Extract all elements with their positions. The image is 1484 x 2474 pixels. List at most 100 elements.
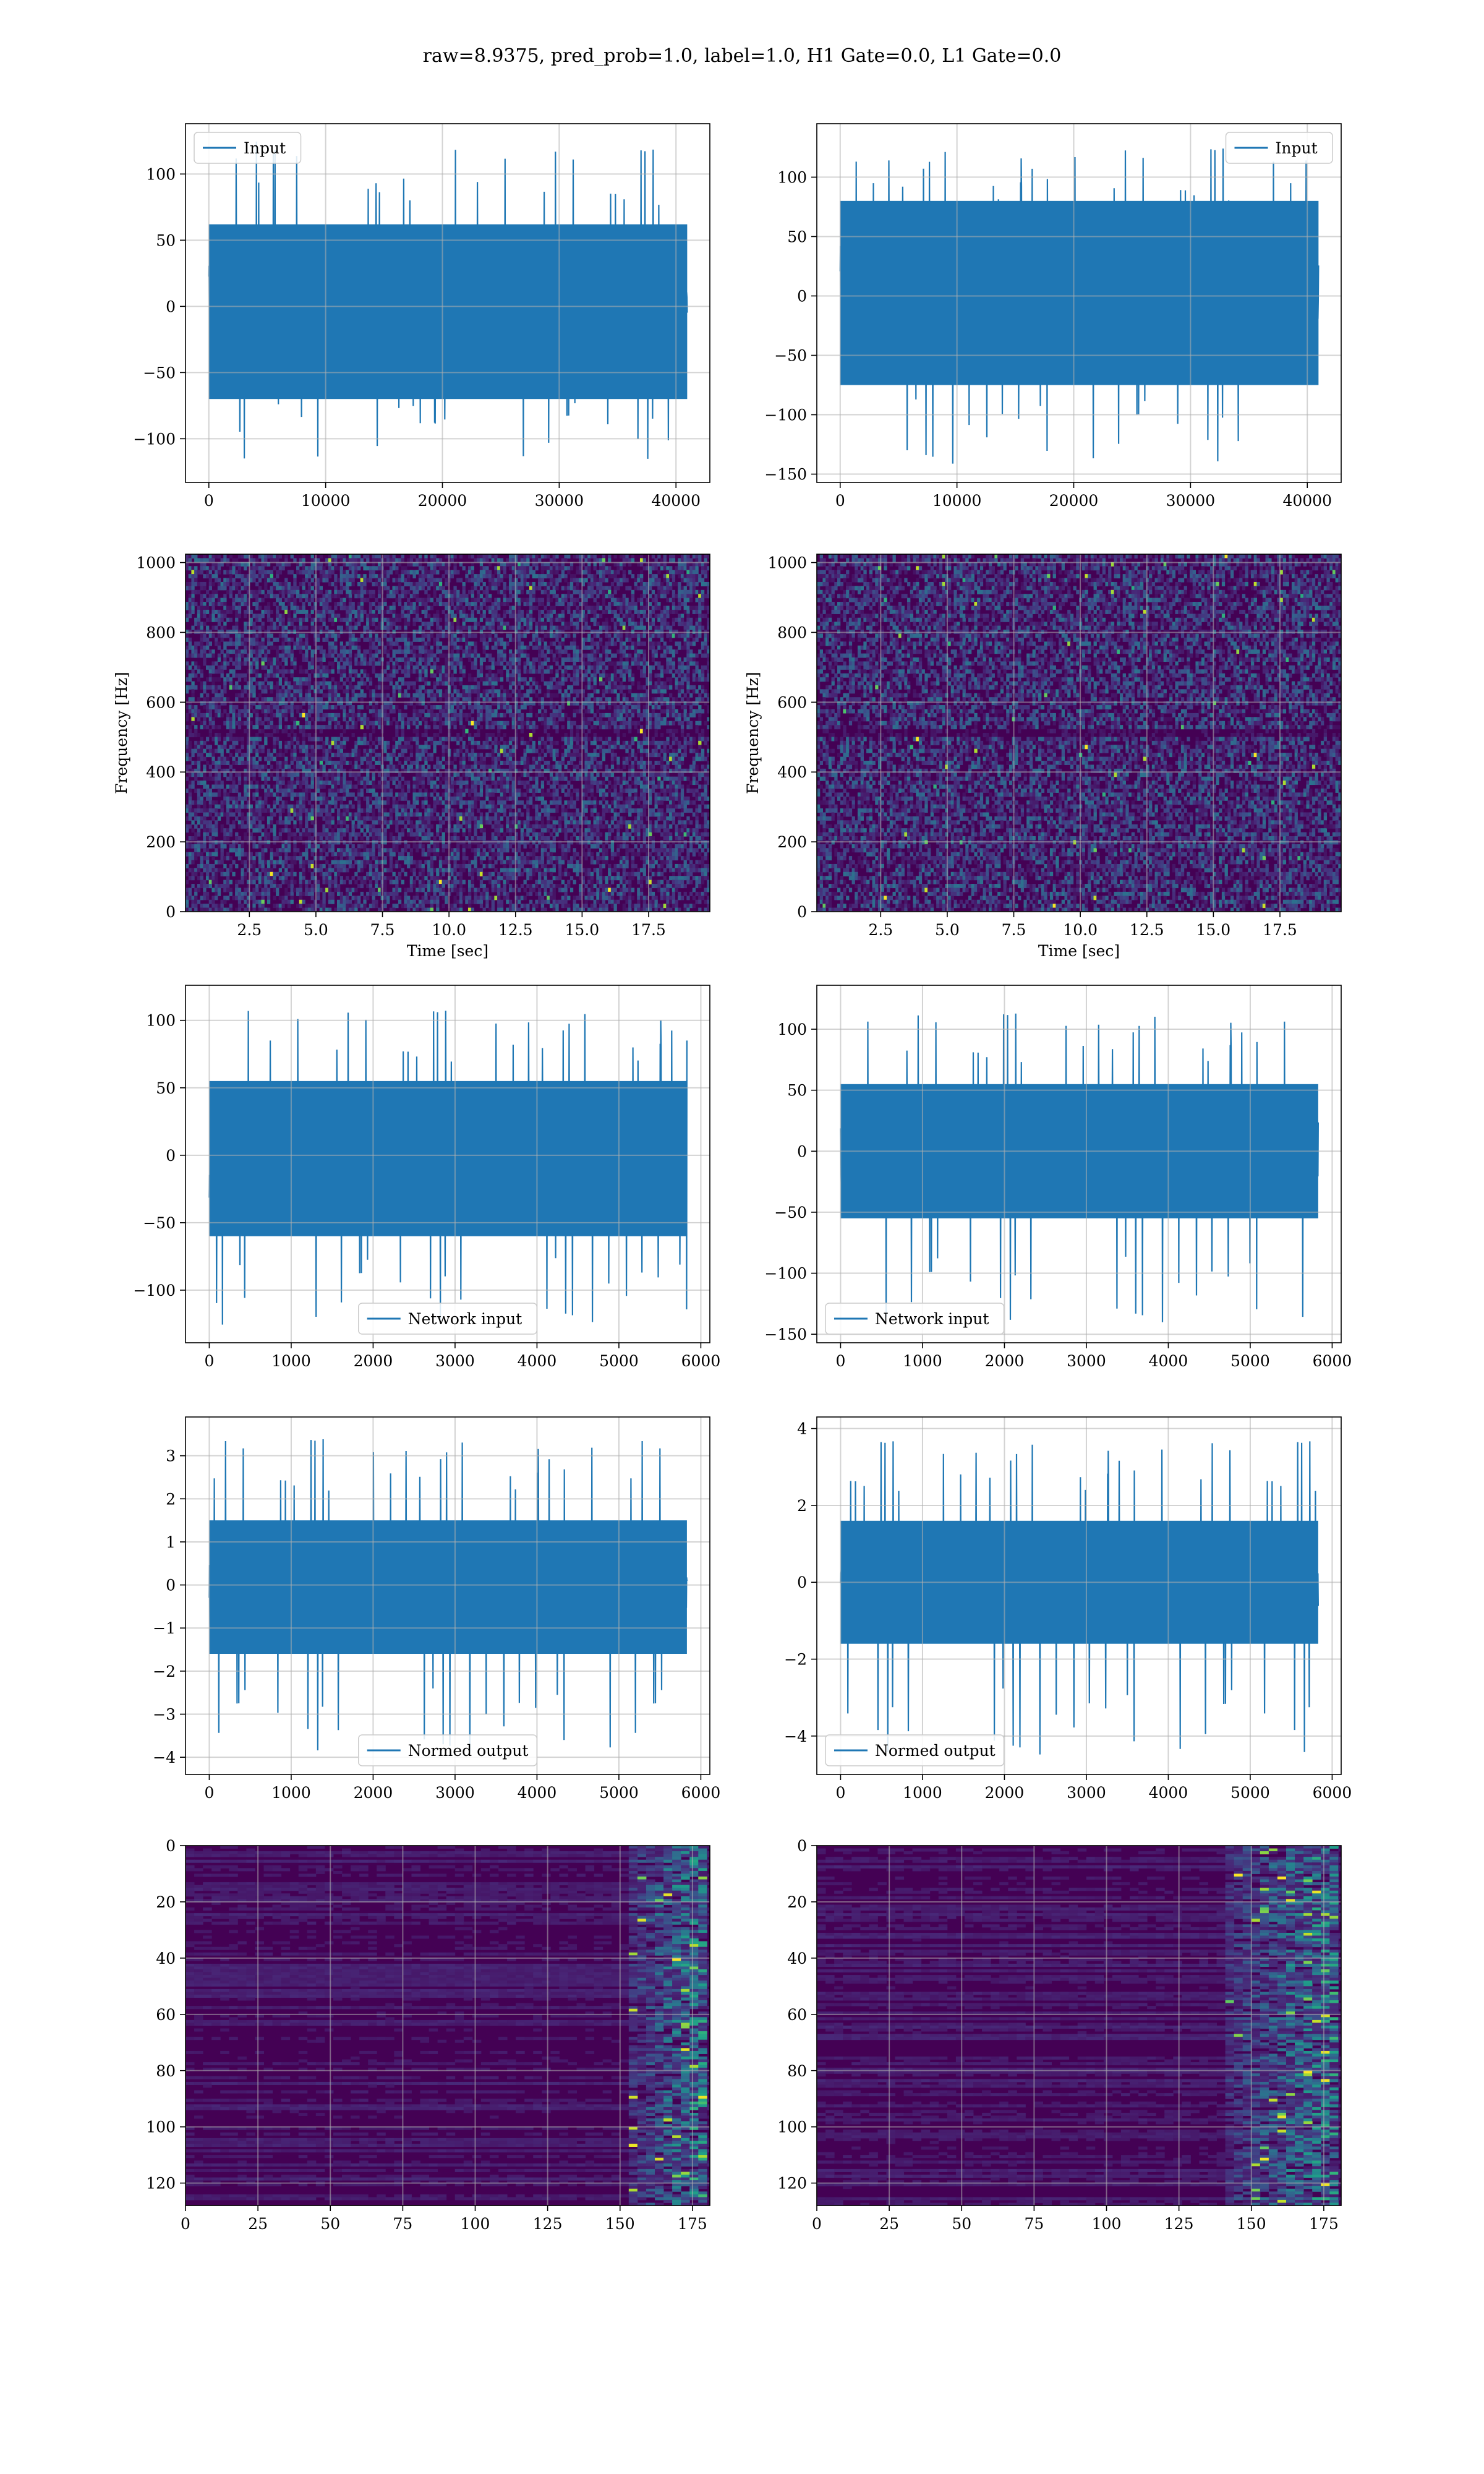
- heatmap-cell: [205, 796, 210, 801]
- heatmap-cell: [249, 570, 253, 575]
- heatmap-cell: [258, 574, 262, 579]
- heatmap-cell: [264, 709, 268, 714]
- heatmap-cell: [217, 792, 221, 797]
- heatmap-cell: [287, 622, 291, 627]
- heatmap-cell: [392, 781, 396, 785]
- heatmap-cell: [276, 792, 279, 797]
- heatmap-cell: [278, 753, 283, 758]
- heatmap-cell: [191, 856, 195, 861]
- heatmap-cell: [197, 848, 201, 853]
- heatmap-cell: [372, 705, 375, 710]
- heatmap-cell: [191, 653, 195, 658]
- heatmap-cell: [354, 907, 358, 912]
- heatmap-cell: [319, 800, 323, 805]
- heatmap-cell: [427, 888, 431, 892]
- heatmap-cell: [412, 681, 416, 686]
- heatmap-cell: [191, 717, 195, 722]
- heatmap-cell: [307, 614, 312, 618]
- heatmap-cell: [325, 589, 329, 594]
- heatmap-cell: [343, 709, 346, 714]
- heatmap-cell: [322, 764, 326, 769]
- heatmap-cell: [276, 685, 279, 690]
- heatmap-cell: [336, 773, 341, 777]
- heatmap-cell: [284, 804, 288, 809]
- series-core-band: [208, 224, 688, 400]
- heatmap-cell: [404, 844, 407, 849]
- heatmap-cell: [369, 594, 373, 599]
- heatmap-cell: [237, 899, 242, 904]
- heatmap-cell: [307, 685, 312, 690]
- heatmap-cell: [211, 685, 215, 690]
- heatmap-cell: [389, 705, 393, 710]
- heatmap-cell: [205, 876, 210, 881]
- heatmap-cell: [336, 594, 341, 599]
- heatmap-cell: [310, 665, 314, 670]
- heatmap-cell: [246, 800, 250, 805]
- heatmap-cell: [319, 863, 323, 868]
- heatmap-cell: [366, 625, 370, 630]
- heatmap-cell: [351, 804, 355, 809]
- heatmap-cell: [302, 566, 305, 571]
- heatmap-cell: [427, 808, 431, 813]
- heatmap-cell: [186, 645, 189, 650]
- heatmap-cell: [430, 566, 434, 571]
- heatmap-cell: [194, 888, 198, 892]
- heatmap-cell: [287, 832, 291, 837]
- heatmap-cell: [351, 748, 355, 753]
- heatmap-cell: [235, 888, 239, 892]
- heatmap-cell: [278, 896, 283, 901]
- heatmap-cell: [211, 669, 215, 674]
- heatmap-cell: [252, 764, 256, 769]
- heatmap-cell: [401, 554, 404, 559]
- heatmap-cell: [215, 824, 218, 829]
- heatmap-cell: [418, 868, 422, 873]
- heatmap-cell: [366, 566, 370, 571]
- heatmap-cell: [351, 844, 355, 849]
- heatmap-cell: [369, 709, 373, 714]
- heatmap-cell: [241, 653, 244, 658]
- heatmap-cell: [203, 633, 207, 638]
- heatmap-cell: [232, 740, 236, 745]
- heatmap-cell: [244, 753, 247, 758]
- heatmap-cell: [392, 661, 396, 666]
- heatmap-cell: [211, 677, 215, 682]
- heatmap-cell: [372, 871, 375, 876]
- heatmap-cell: [208, 709, 212, 714]
- heatmap-cell: [270, 669, 273, 674]
- heatmap-cell: [208, 820, 212, 825]
- heatmap-cell: [246, 788, 250, 793]
- heatmap-cell: [360, 816, 364, 821]
- heatmap-cell: [241, 904, 244, 909]
- heatmap-cell: [317, 685, 320, 690]
- heatmap-cell: [203, 812, 207, 817]
- heatmap-cell: [261, 657, 265, 662]
- heatmap-cell: [389, 832, 393, 837]
- heatmap-cell: [258, 856, 262, 861]
- heatmap-cell: [281, 645, 285, 650]
- heatmap-cell: [427, 836, 431, 841]
- heatmap-cell: [270, 709, 273, 714]
- heatmap-cell: [339, 776, 343, 781]
- heatmap-cell: [328, 907, 332, 912]
- heatmap-cell: [386, 773, 390, 777]
- heatmap-cell: [229, 717, 232, 722]
- heatmap-cell: [346, 808, 349, 813]
- heatmap-cell: [186, 756, 189, 761]
- heatmap-cell: [191, 828, 195, 833]
- heatmap-cell: [211, 633, 215, 638]
- heatmap-cell: [369, 649, 373, 654]
- heatmap-cell: [404, 649, 407, 654]
- heatmap-cell: [430, 740, 434, 745]
- heatmap-cell: [197, 589, 201, 594]
- heatmap-cell: [223, 614, 227, 618]
- heatmap-cell: [322, 745, 326, 750]
- heatmap-cell: [232, 848, 236, 853]
- heatmap-cell: [339, 788, 343, 793]
- heatmap-cell: [433, 804, 437, 809]
- heatmap-cell: [328, 693, 332, 698]
- heatmap-cell: [186, 566, 189, 571]
- heatmap-cell: [325, 876, 329, 881]
- heatmap-cell: [191, 896, 195, 901]
- heatmap-cell: [226, 733, 230, 738]
- heatmap-cell: [276, 884, 279, 889]
